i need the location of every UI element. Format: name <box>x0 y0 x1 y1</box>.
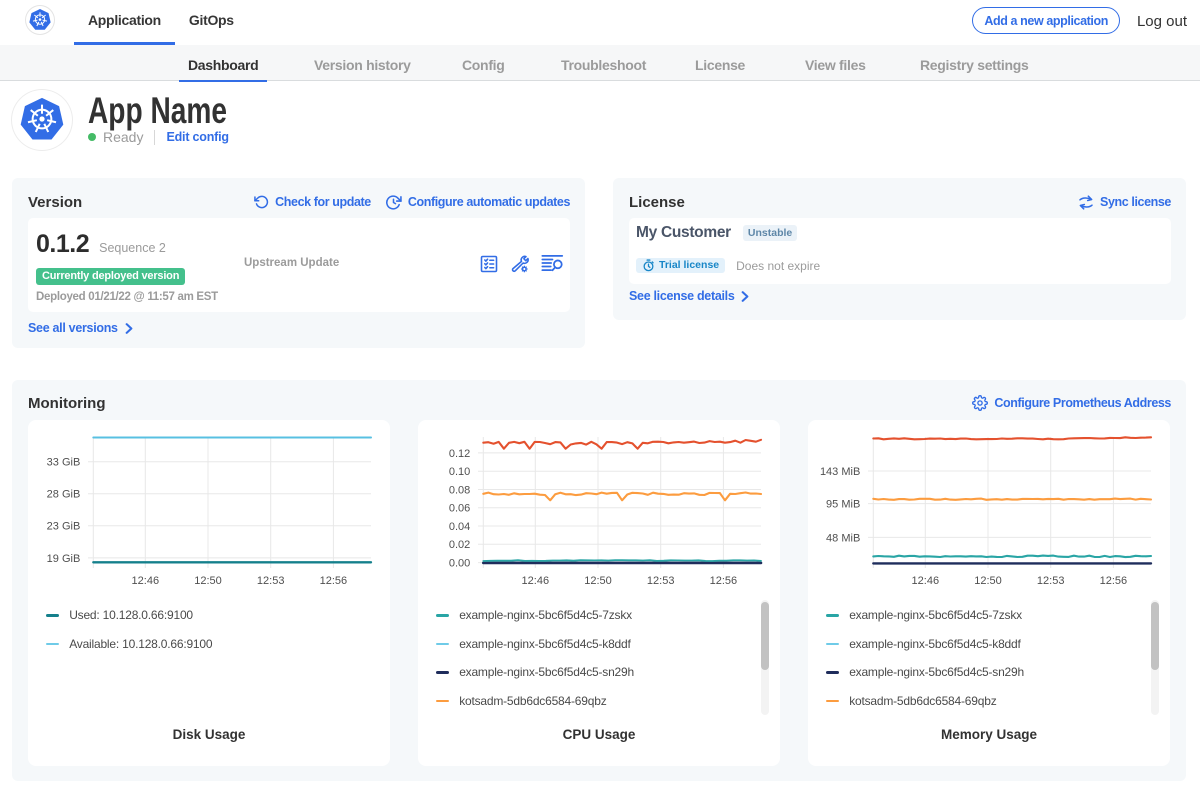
svg-text:0.10: 0.10 <box>449 466 470 478</box>
svg-text:95 MiB: 95 MiB <box>826 499 860 511</box>
svg-text:12:56: 12:56 <box>320 575 348 587</box>
svg-text:23 GiB: 23 GiB <box>47 521 81 533</box>
svg-text:19 GiB: 19 GiB <box>47 553 81 565</box>
svg-text:143 MiB: 143 MiB <box>820 466 860 478</box>
svg-text:0.04: 0.04 <box>449 521 470 533</box>
svg-text:12:53: 12:53 <box>647 575 675 587</box>
svg-text:12:46: 12:46 <box>132 575 160 587</box>
svg-text:12:53: 12:53 <box>257 575 285 587</box>
svg-text:0.02: 0.02 <box>449 539 470 551</box>
svg-text:12:53: 12:53 <box>1037 575 1065 587</box>
svg-text:12:56: 12:56 <box>1100 575 1128 587</box>
svg-text:0.08: 0.08 <box>449 484 470 496</box>
svg-text:12:50: 12:50 <box>194 575 222 587</box>
svg-text:12:56: 12:56 <box>710 575 738 587</box>
svg-text:12:46: 12:46 <box>522 575 550 587</box>
svg-text:0.12: 0.12 <box>449 448 470 460</box>
svg-text:48 MiB: 48 MiB <box>826 532 860 544</box>
svg-text:33 GiB: 33 GiB <box>47 457 81 469</box>
svg-text:12:50: 12:50 <box>974 575 1002 587</box>
svg-text:28 GiB: 28 GiB <box>47 489 81 501</box>
svg-text:12:50: 12:50 <box>584 575 612 587</box>
svg-text:0.06: 0.06 <box>449 503 470 515</box>
svg-text:12:46: 12:46 <box>912 575 940 587</box>
svg-text:0.00: 0.00 <box>449 558 470 570</box>
